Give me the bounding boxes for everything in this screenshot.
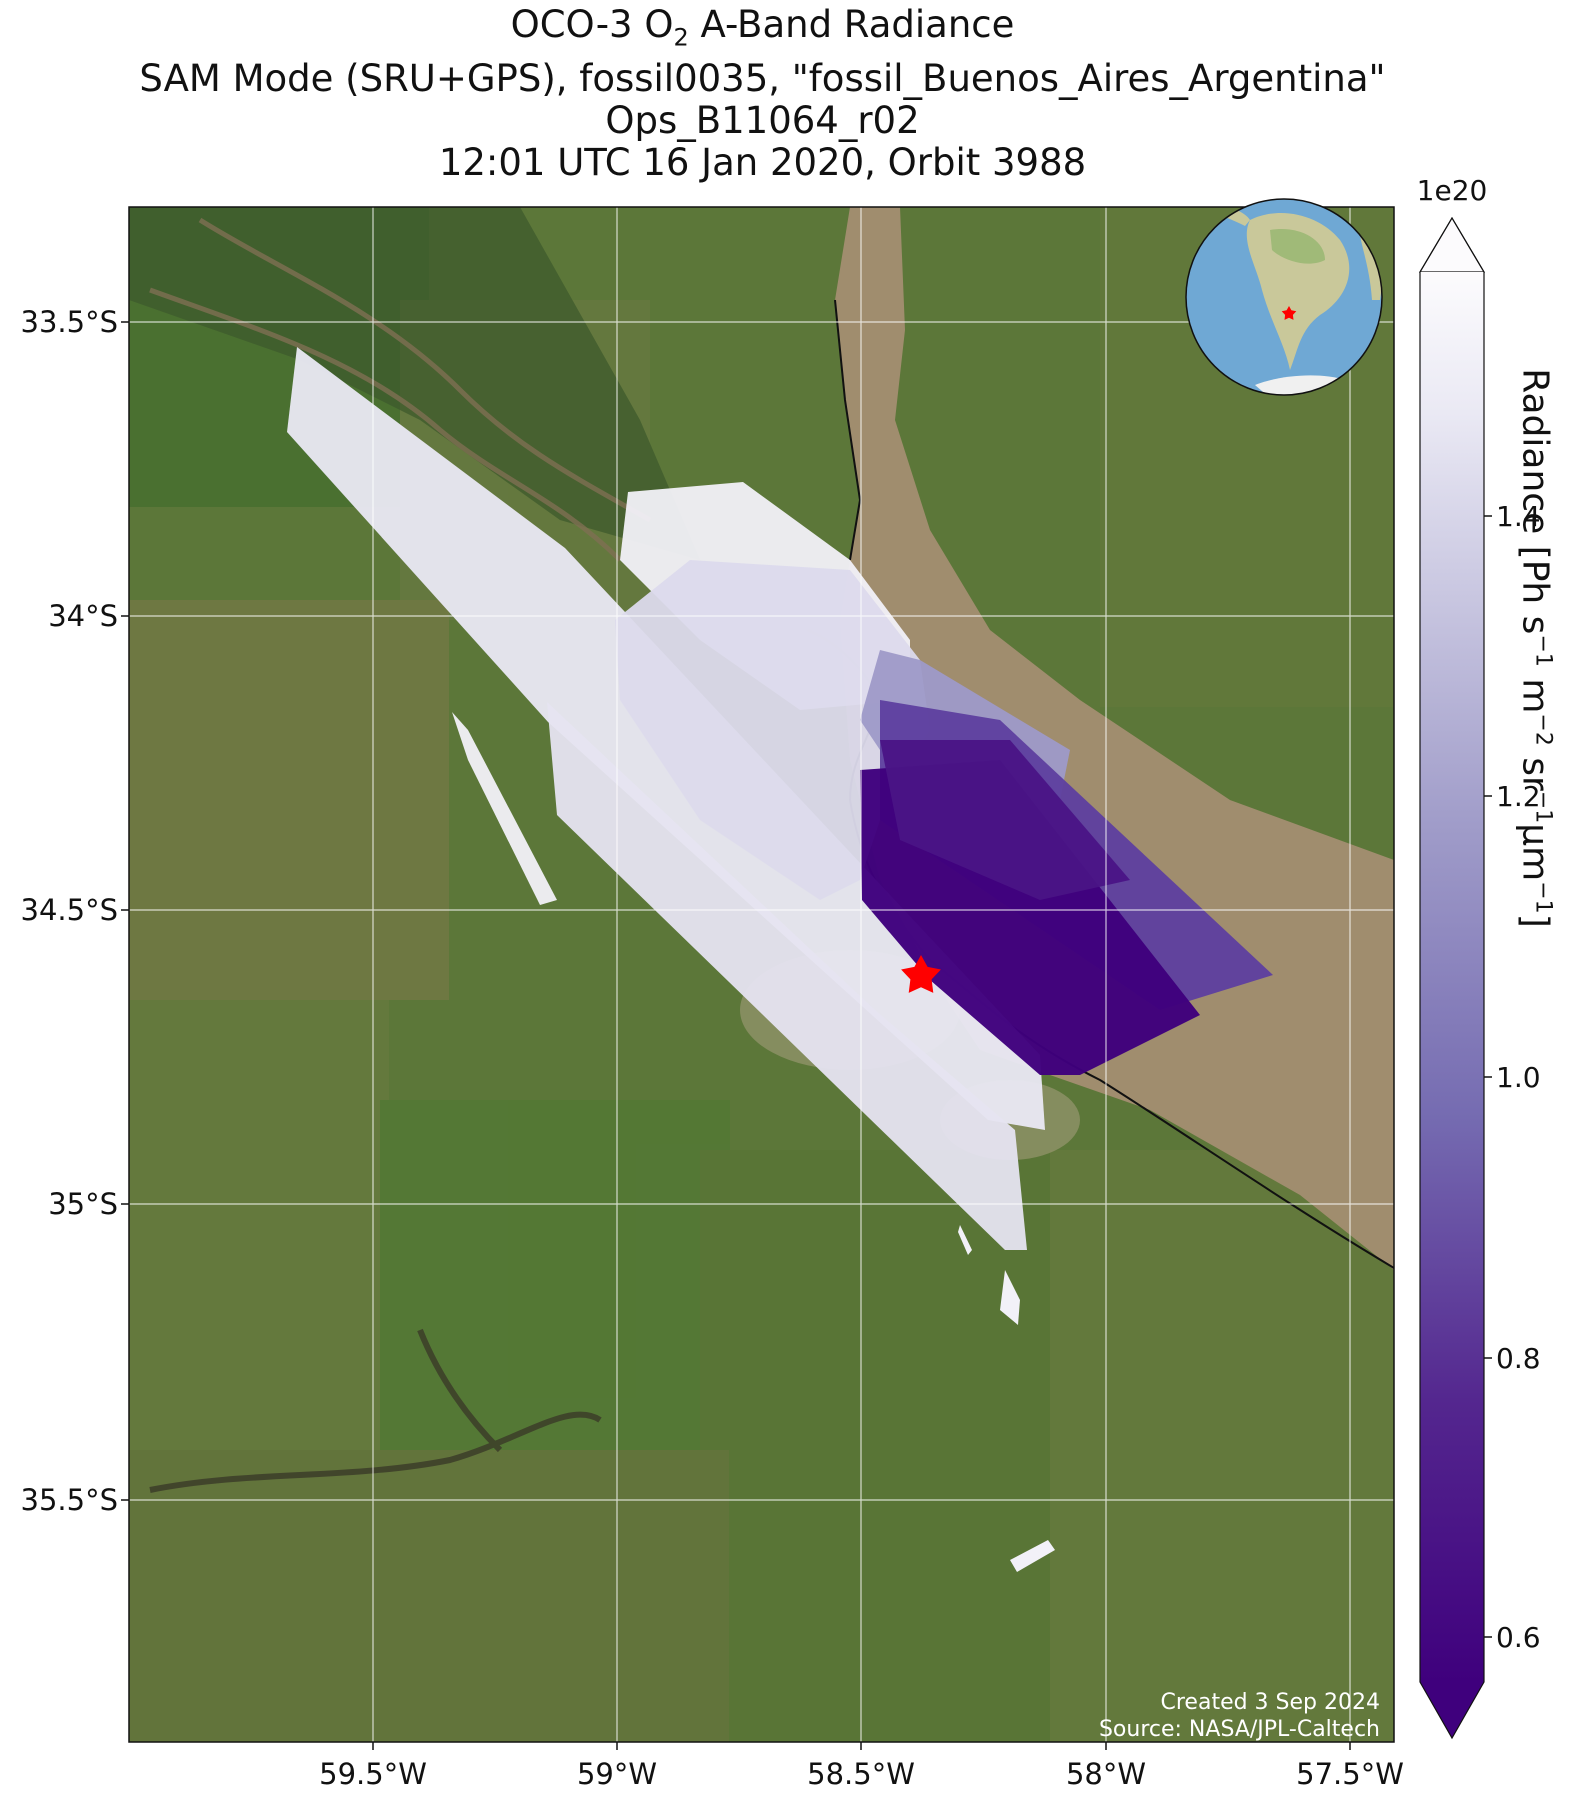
title-line-3: Ops_B11064_r02: [605, 99, 920, 143]
swath-central-light: [615, 560, 930, 900]
gridlines: [129, 207, 1394, 1742]
swath-small-south-1: [958, 1225, 972, 1255]
y-tick-label: 34.5°S: [21, 893, 118, 927]
colorbar-top-extend: [1418, 216, 1486, 273]
radiance-swaths: [287, 347, 1273, 1572]
swath-small-south-2: [1000, 1270, 1020, 1325]
credit-created: Created 3 Sep 2024: [1161, 1690, 1381, 1715]
y-tick-label: 35°S: [48, 1187, 118, 1221]
globe-target-star: [1281, 306, 1297, 320]
colorbar-outline: [1419, 216, 1485, 1740]
colorbar-tick-label: 0.6: [1496, 1621, 1541, 1654]
map-frame: [128, 206, 1395, 1743]
x-tick-label: 59°W: [577, 1757, 657, 1791]
globe-amazon-green: [1270, 229, 1325, 264]
y-tick-label: 34°S: [48, 599, 118, 633]
colorbar-gradient: [1420, 272, 1484, 1682]
delta-channels: [149, 217, 652, 562]
salado-river: [149, 1328, 602, 1493]
swath-small-south-3: [1010, 1540, 1055, 1572]
x-tick-label: 58°W: [1066, 1757, 1146, 1791]
colorbar-tick-label: 0.8: [1496, 1342, 1541, 1375]
map-panel: Created 3 Sep 2024 Source: NASA/JPL-Calt…: [129, 207, 1394, 1742]
title-line-2: SAM Mode (SRU+GPS), fossil0035, "fossil_…: [139, 57, 1386, 101]
plot-title: OCO-3 O2 A-Band Radiance SAM Mode (SRU+G…: [0, 4, 1525, 184]
swath-dark-mid: [880, 740, 1130, 900]
colorbar-tick-label: 1.2: [1496, 780, 1541, 813]
y-axis: 33.5°S 34°S 34.5°S 35°S 35.5°S: [21, 305, 129, 1517]
x-tick-label: 58.5°W: [807, 1757, 915, 1791]
x-tick-label: 57.5°W: [1296, 1757, 1404, 1791]
y-tick-label: 35.5°S: [21, 1483, 118, 1517]
inset-globe: [1185, 198, 1383, 396]
colorbar-tick-label: 1.4: [1496, 500, 1541, 533]
x-axis: 59.5°W 59°W 58.5°W 58°W 57.5°W: [319, 1742, 1404, 1791]
colorbar-bottom-extend: [1420, 1682, 1484, 1738]
colorbar-tick-label: 1.0: [1496, 1061, 1541, 1094]
title-line-1: OCO-3 O2 A-Band Radiance: [510, 3, 1015, 52]
y-tick-label: 33.5°S: [21, 305, 118, 339]
swath-strip-southwest: [547, 702, 1027, 1250]
swath-small-west: [452, 712, 557, 905]
delta-wetland: [129, 207, 700, 560]
colorbar-exponent: 1e20: [1417, 174, 1488, 207]
title-line-4: 12:01 UTC 16 Jan 2020, Orbit 3988: [438, 141, 1087, 185]
colorbar: 1e20 1.4 1.2 1.0 0.8 0.6: [1417, 174, 1541, 1740]
credit-source: Source: NASA/JPL-Caltech: [1099, 1717, 1380, 1742]
target-star-marker: [901, 955, 941, 993]
x-tick-label: 59.5°W: [319, 1757, 427, 1791]
